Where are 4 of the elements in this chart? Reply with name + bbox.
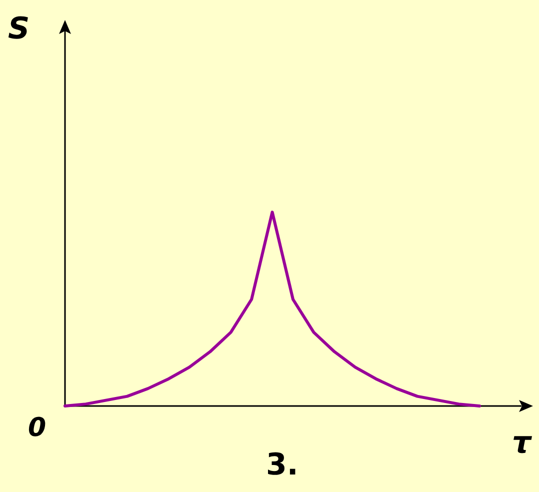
text: 3. xyxy=(266,448,298,482)
text: S xyxy=(8,12,30,46)
text: 0 xyxy=(28,413,46,443)
x-axis-title: τ xyxy=(512,426,533,460)
